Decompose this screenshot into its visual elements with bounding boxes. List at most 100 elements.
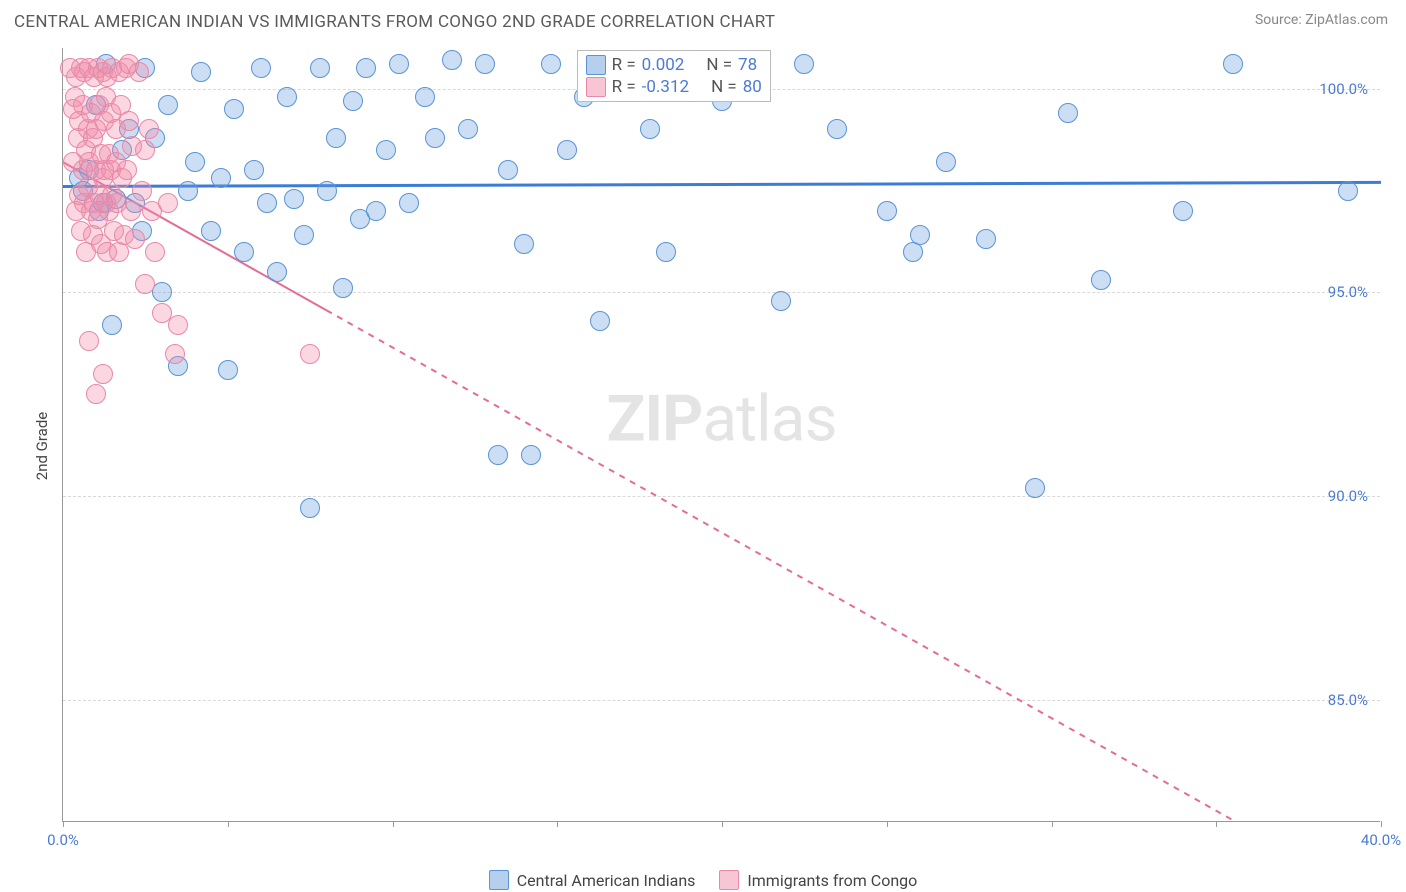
x-tick-mark [887, 821, 888, 827]
scatter-point [119, 54, 139, 74]
scatter-point [557, 140, 577, 160]
scatter-point [356, 58, 376, 78]
scatter-point [389, 54, 409, 74]
legend-swatch [586, 77, 606, 97]
scatter-point [521, 445, 541, 465]
scatter-point [251, 58, 271, 78]
scatter-point [1223, 54, 1243, 74]
scatter-point [514, 234, 534, 254]
x-tick-mark [1381, 821, 1382, 827]
scatter-point [86, 384, 106, 404]
chart-title: CENTRAL AMERICAN INDIAN VS IMMIGRANTS FR… [14, 12, 775, 32]
scatter-point [93, 364, 113, 384]
y-tick-label: 100.0% [1319, 80, 1368, 98]
scatter-point [178, 181, 198, 201]
scatter-point [771, 291, 791, 311]
scatter-point [976, 229, 996, 249]
scatter-point [135, 140, 155, 160]
scatter-point [102, 315, 122, 335]
scatter-point [1091, 270, 1111, 290]
legend-item: Immigrants from Congo [719, 870, 917, 890]
x-tick-mark [228, 821, 229, 827]
stat-n-value: 80 [743, 77, 762, 97]
scatter-point [218, 360, 238, 380]
stat-n-value: 78 [738, 55, 757, 75]
x-tick-mark [63, 821, 64, 827]
scatter-point [442, 50, 462, 70]
scatter-point [244, 160, 264, 180]
stat-r-label: R = [612, 55, 636, 75]
scatter-point [317, 181, 337, 201]
stat-r-value: -0.312 [642, 77, 689, 97]
scatter-point [121, 201, 141, 221]
scatter-point [132, 181, 152, 201]
scatter-point [425, 128, 445, 148]
scatter-point [267, 262, 287, 282]
scatter-point [343, 91, 363, 111]
y-tick-label: 85.0% [1328, 691, 1368, 709]
x-tick-label: 0.0% [47, 831, 79, 849]
stats-row: R =-0.312N =80 [586, 77, 762, 97]
scatter-point [399, 193, 419, 213]
legend-swatch [586, 55, 606, 75]
scatter-point [640, 119, 660, 139]
scatter-point [79, 331, 99, 351]
scatter-point [145, 242, 165, 262]
scatter-point [125, 229, 145, 249]
scatter-point [333, 278, 353, 298]
scatter-point [119, 111, 139, 131]
watermark: ZIPatlas [607, 382, 837, 457]
scatter-point [310, 58, 330, 78]
scatter-point [168, 315, 188, 335]
scatter-point [1338, 181, 1358, 201]
scatter-point [794, 54, 814, 74]
scatter-point [284, 189, 304, 209]
gridline-h [63, 496, 1380, 497]
scatter-point [475, 54, 495, 74]
scatter-point [139, 119, 159, 139]
scatter-point [224, 99, 244, 119]
scatter-point [191, 62, 211, 82]
scatter-point [541, 54, 561, 74]
scatter-point [185, 152, 205, 172]
scatter-point [201, 221, 221, 241]
scatter-point [458, 119, 478, 139]
scatter-point [1058, 103, 1078, 123]
scatter-point [158, 95, 178, 115]
y-tick-label: 95.0% [1328, 283, 1368, 301]
scatter-point [211, 168, 231, 188]
x-tick-mark [557, 821, 558, 827]
x-tick-mark [722, 821, 723, 827]
scatter-point [300, 344, 320, 364]
scatter-point [135, 274, 155, 294]
gridline-h [63, 700, 1380, 701]
scatter-point [326, 128, 346, 148]
scatter-point [877, 201, 897, 221]
plot-region: ZIPatlas 85.0%90.0%95.0%100.0%0.0%40.0%R… [62, 48, 1380, 822]
scatter-point [294, 225, 314, 245]
scatter-point [498, 160, 518, 180]
stat-r-value: 0.002 [642, 55, 685, 75]
gridline-h [63, 292, 1380, 293]
scatter-point [415, 87, 435, 107]
chart-area: 2nd Grade ZIPatlas 85.0%90.0%95.0%100.0%… [14, 40, 1392, 852]
scatter-point [1025, 478, 1045, 498]
legend-item: Central American Indians [489, 870, 696, 890]
scatter-point [366, 201, 386, 221]
scatter-point [300, 498, 320, 518]
scatter-point [488, 445, 508, 465]
scatter-point [1173, 201, 1193, 221]
scatter-point [165, 344, 185, 364]
scatter-point [117, 160, 137, 180]
stat-n-label: N = [706, 55, 732, 75]
chart-source: Source: ZipAtlas.com [1255, 12, 1388, 28]
scatter-point [936, 152, 956, 172]
x-tick-mark [393, 821, 394, 827]
scatter-point [827, 119, 847, 139]
scatter-point [158, 193, 178, 213]
legend-swatch [489, 870, 509, 890]
scatter-point [277, 87, 297, 107]
scatter-point [910, 225, 930, 245]
scatter-point [656, 242, 676, 262]
scatter-point [590, 311, 610, 331]
